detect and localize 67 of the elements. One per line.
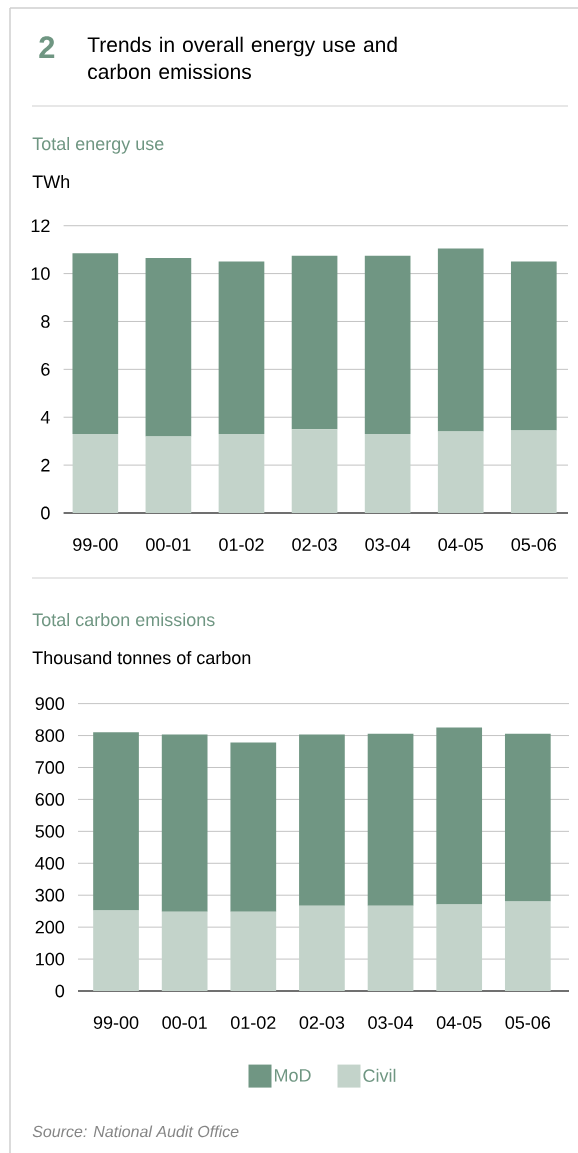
bar bbox=[436, 904, 483, 992]
y-tick-label: 4 bbox=[40, 411, 50, 424]
bar bbox=[93, 910, 139, 992]
y-tick-label: 8 bbox=[41, 315, 50, 328]
y-tick-label: 300 bbox=[35, 888, 65, 902]
y-tick-label: 0 bbox=[55, 984, 65, 998]
x-tick-label: 02-03 bbox=[292, 538, 337, 551]
bar bbox=[145, 258, 192, 437]
bar bbox=[291, 255, 338, 430]
chart-subtitle: Total energy use bbox=[32, 136, 164, 154]
x-tick-label: 03-04 bbox=[365, 538, 411, 551]
bar bbox=[230, 911, 277, 992]
bar bbox=[218, 261, 265, 434]
x-tick-label: 00-01 bbox=[146, 538, 191, 551]
bar bbox=[504, 901, 551, 992]
y-axis-title: TWh bbox=[32, 174, 70, 188]
source-note: Source: National Audit Office bbox=[32, 1125, 239, 1138]
bar bbox=[367, 733, 414, 906]
legend-label: MoD bbox=[274, 1069, 311, 1082]
x-tick-label: 05-06 bbox=[505, 1016, 551, 1029]
bar bbox=[218, 434, 265, 514]
y-tick-label: 400 bbox=[35, 856, 65, 870]
chart-title: Trends in overall energy use and carbon emissions bbox=[87, 36, 397, 80]
bar bbox=[72, 253, 119, 434]
y-tick-label: 100 bbox=[36, 952, 65, 966]
bar bbox=[437, 431, 484, 514]
bar bbox=[161, 911, 208, 992]
x-tick-label: 05-06 bbox=[511, 538, 557, 551]
bar bbox=[72, 434, 119, 514]
x-tick-label: 02-03 bbox=[299, 1016, 345, 1029]
x-tick-label: 04-05 bbox=[436, 1016, 482, 1029]
bar bbox=[367, 905, 414, 992]
x-tick-label: 03-04 bbox=[368, 1016, 414, 1029]
bar bbox=[364, 255, 411, 434]
y-tick-label: 200 bbox=[35, 920, 65, 934]
y-tick-label: 12 bbox=[31, 219, 50, 232]
y-tick-label: 900 bbox=[35, 697, 65, 710]
y-tick-label: 0 bbox=[41, 506, 50, 520]
x-tick-label: 01-02 bbox=[230, 1016, 276, 1029]
bar bbox=[145, 436, 192, 514]
bar bbox=[510, 430, 557, 514]
x-tick-label: 00-01 bbox=[162, 1016, 207, 1029]
y-tick-label: 10 bbox=[31, 267, 50, 280]
y-tick-label: 800 bbox=[35, 729, 65, 742]
x-tick-label: 04-05 bbox=[438, 538, 483, 551]
bar bbox=[510, 261, 557, 431]
y-tick-label: 700 bbox=[35, 761, 65, 774]
y-tick-label: 600 bbox=[35, 793, 65, 806]
bar bbox=[230, 742, 277, 912]
chart-title: Total carbon emissions bbox=[32, 612, 215, 627]
bar bbox=[364, 434, 411, 514]
y-tick-label: 6 bbox=[41, 362, 50, 376]
bar bbox=[93, 732, 139, 911]
bar bbox=[299, 734, 345, 906]
x-tick-label: 01-02 bbox=[219, 538, 264, 551]
bar bbox=[161, 734, 208, 912]
y-tick-label: 2 bbox=[41, 458, 50, 472]
legend-label: Civil bbox=[363, 1068, 396, 1083]
y-axis-title: Thousand tonnes of carbon bbox=[32, 650, 251, 665]
bar bbox=[436, 727, 483, 905]
bar bbox=[437, 248, 484, 432]
bar bbox=[299, 905, 345, 992]
x-tick-label: 99-00 bbox=[73, 538, 118, 551]
bar bbox=[504, 733, 551, 902]
x-tick-label: 99-00 bbox=[93, 1016, 139, 1029]
y-tick-label: 500 bbox=[35, 824, 65, 838]
bar bbox=[291, 429, 338, 514]
